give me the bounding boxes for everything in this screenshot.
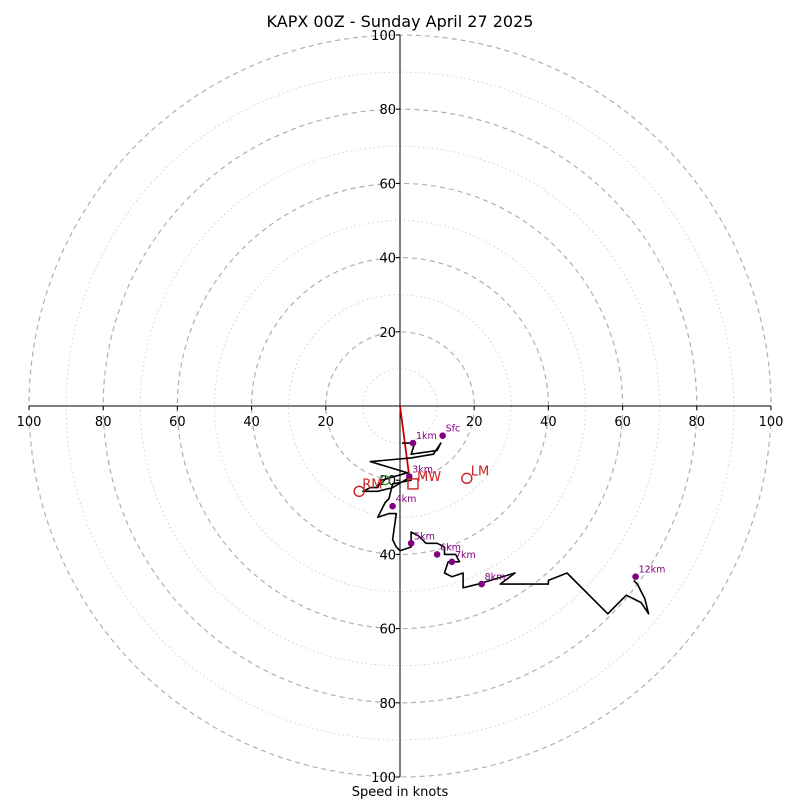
x-tick-label: 80 [95, 415, 112, 430]
tick-labels: 100 80 60 40 20 20 40 60 80 100100806040202040608… [17, 29, 784, 786]
y-tick-label: 40 [379, 252, 396, 267]
x-tick-label: 40 [243, 415, 260, 430]
right-mover-marker [353, 485, 365, 498]
height-marker-label: 5km [414, 531, 435, 542]
height-marker-label: 4km [396, 494, 417, 505]
right-mover-label: RM [362, 477, 382, 492]
x-tick-label: 100 [17, 415, 42, 430]
effective-inflow-marker [380, 475, 391, 486]
height-marker-label: 12km [639, 565, 666, 576]
left-mover-marker [461, 472, 473, 485]
y-tick-label: 60 [379, 177, 396, 192]
x-tick-label: 40 [540, 415, 557, 430]
y-tick-label: 80 [379, 103, 396, 118]
height-marker-label: 6km [440, 542, 461, 553]
x-tick-label: 100 [759, 415, 784, 430]
x-tick-label: 60 [614, 415, 631, 430]
x-tick-label: 20 [318, 415, 335, 430]
height-marker-label: 8km [485, 572, 506, 583]
storm-motion-markers: RM LM MW [353, 464, 489, 498]
x-tick-label: 80 [689, 415, 706, 430]
mean-wind-label: MW [417, 470, 441, 485]
height-marker-point [433, 551, 441, 558]
height-marker-point [407, 539, 415, 547]
shear-vector-line [399, 405, 411, 477]
y-tick-label: 100 [371, 29, 396, 44]
height-marker-point [439, 432, 446, 439]
chart-title: KAPX 00Z - Sunday April 27 2025 [267, 12, 534, 31]
height-marker-label: 7km [455, 550, 476, 561]
x-tick-label: 60 [169, 415, 186, 430]
y-tick-label: 60 [379, 623, 396, 638]
height-marker-label: 1km [416, 431, 437, 442]
y-tick-label: 80 [379, 697, 396, 712]
wind-trace [362, 405, 650, 615]
height-marker-point [409, 439, 417, 447]
y-tick-label: 100 [371, 771, 396, 786]
height-marker-point [632, 573, 639, 580]
mean-wind-marker [407, 478, 419, 490]
y-tick-label: 40 [379, 548, 396, 563]
height-marker-label: Sfc [446, 424, 461, 435]
hodograph-trace-line [362, 442, 650, 615]
x-tick-label: 20 [466, 415, 483, 430]
height-marker-label: 3km [412, 464, 433, 475]
height-marker-point [389, 502, 396, 510]
left-mover-label: LM [471, 464, 489, 479]
height-marker-point [405, 473, 413, 480]
x-axis-label: Speed in knots [352, 785, 449, 800]
height-marker-point [478, 580, 485, 588]
height-marker-point [448, 558, 456, 566]
y-tick-label: 20 [379, 326, 396, 341]
